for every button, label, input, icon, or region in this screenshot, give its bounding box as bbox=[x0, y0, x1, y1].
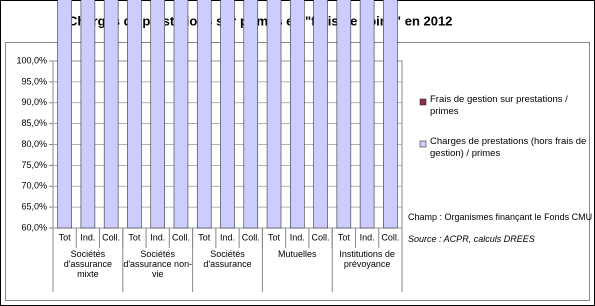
bar-segment bbox=[266, 0, 282, 229]
bar-segment bbox=[127, 0, 142, 229]
x-tick-label: Coll. bbox=[312, 232, 330, 242]
group-label-box: Sociétés d'assurance mixte bbox=[63, 249, 113, 279]
x-tick-label: Coll. bbox=[381, 232, 399, 242]
legend-label-box: Charges de prestations (hors frais de ge… bbox=[430, 136, 587, 159]
y-tick-label: 65,0% bbox=[21, 202, 47, 212]
group-label: Institutions de prévoyance bbox=[339, 249, 395, 269]
group-label-box: Mutuelles bbox=[278, 249, 317, 259]
y-tick-label: 100,0% bbox=[16, 55, 47, 65]
legend-label-box: Frais de gestion sur prestations / prime… bbox=[430, 94, 568, 117]
note: Champ : Organismes finançant le Fonds CM… bbox=[408, 212, 593, 222]
group-label: Mutuelles bbox=[278, 249, 317, 259]
group-label-box: Sociétés d'assurance non-vie bbox=[123, 249, 193, 279]
group-label: Sociétés d'assurance non-vie bbox=[123, 249, 193, 279]
legend-label: Charges de prestations (hors frais de ge… bbox=[430, 136, 587, 159]
y-tick-label: 85,0% bbox=[21, 118, 47, 128]
note-box: Champ : Organismes finançant le Fonds CM… bbox=[408, 212, 593, 222]
group-label-box: Sociétés d'assurance bbox=[203, 249, 252, 269]
bar-segment bbox=[103, 0, 119, 229]
legend-swatch bbox=[419, 140, 427, 148]
y-tick-label: 80,0% bbox=[21, 139, 47, 149]
bar-segment bbox=[359, 0, 375, 229]
x-tick-label: Tot bbox=[268, 232, 281, 242]
bar-segment bbox=[220, 0, 235, 229]
y-tick-label: 75,0% bbox=[21, 160, 47, 170]
bar-segment bbox=[173, 0, 189, 229]
x-tick-label: Coll. bbox=[242, 232, 260, 242]
legend-swatch bbox=[419, 98, 427, 106]
y-tick-label: 95,0% bbox=[21, 76, 47, 86]
x-tick-label: Tot bbox=[338, 232, 351, 242]
y-tick-label: 70,0% bbox=[21, 181, 47, 191]
bar-segment bbox=[313, 0, 328, 229]
bar-segment bbox=[150, 0, 165, 229]
legend-label: Frais de gestion sur prestations / prime… bbox=[430, 94, 568, 117]
x-tick-label: Ind. bbox=[220, 232, 235, 242]
x-tick-label: Tot bbox=[198, 232, 211, 242]
bar-segment bbox=[196, 0, 212, 229]
bar-segment bbox=[57, 0, 72, 229]
x-tick-label: Ind. bbox=[150, 232, 165, 242]
bar-segment bbox=[383, 0, 398, 229]
group-label: Sociétés d'assurance mixte bbox=[63, 249, 113, 279]
bar-segment bbox=[290, 0, 305, 229]
x-tick-label: Ind. bbox=[360, 232, 375, 242]
note: Source : ACPR, calculs DREES bbox=[408, 234, 535, 244]
x-tick-label: Ind. bbox=[80, 232, 95, 242]
bar-segment bbox=[243, 0, 259, 229]
x-tick-label: Coll. bbox=[172, 232, 190, 242]
x-tick-label: Coll. bbox=[102, 232, 120, 242]
bar-segment bbox=[80, 0, 96, 229]
y-tick-label: 90,0% bbox=[21, 97, 47, 107]
note-box: Source : ACPR, calculs DREES bbox=[408, 234, 535, 244]
group-label-box: Institutions de prévoyance bbox=[339, 249, 395, 269]
x-tick-label: Tot bbox=[59, 232, 72, 242]
x-tick-label: Ind. bbox=[290, 232, 305, 242]
group-label: Sociétés d'assurance bbox=[203, 249, 252, 269]
x-tick-label: Tot bbox=[128, 232, 141, 242]
y-tick-label: 60,0% bbox=[21, 222, 47, 232]
bar-segment bbox=[336, 0, 352, 229]
